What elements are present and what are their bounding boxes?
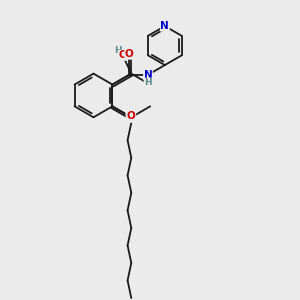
Text: O: O xyxy=(118,50,127,60)
Text: N: N xyxy=(127,112,136,122)
Text: H: H xyxy=(144,78,152,87)
Text: N: N xyxy=(160,21,169,31)
Text: O: O xyxy=(126,111,135,121)
Text: N: N xyxy=(144,70,152,80)
Text: H: H xyxy=(114,46,122,55)
Text: O: O xyxy=(125,49,134,59)
